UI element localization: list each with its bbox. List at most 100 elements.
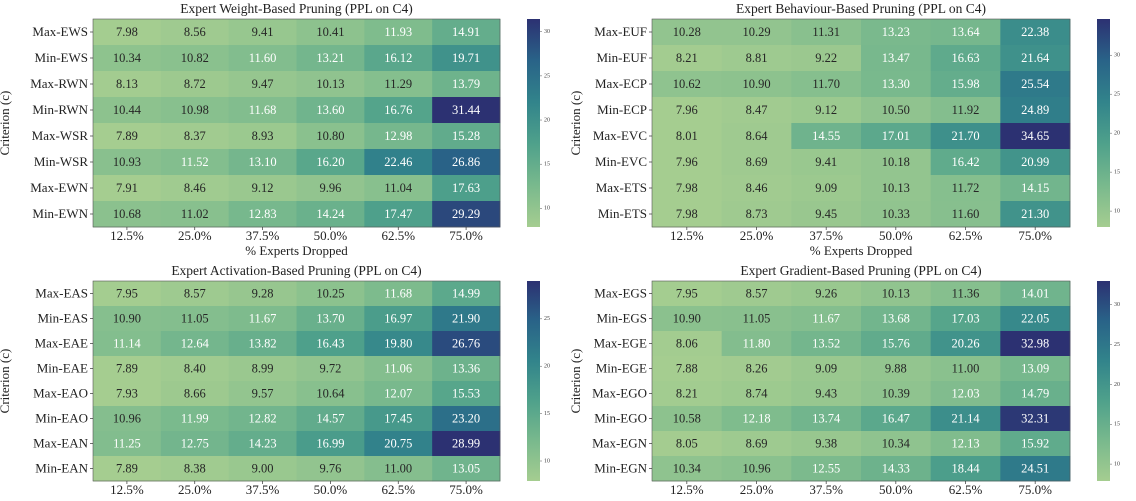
heatmap-cell: [364, 431, 433, 457]
x-tick-label: 62.5%: [949, 482, 983, 497]
heatmap-cell: [296, 456, 365, 482]
colorbar-tick-label: 10: [1114, 461, 1120, 467]
cell-label: 22.38: [1021, 25, 1049, 39]
cell-label: 13.47: [882, 51, 910, 65]
colorbar-tick-label: 30: [1114, 302, 1120, 308]
heatmap-cell: [721, 306, 792, 332]
x-axis-label: % Experts Dropped: [245, 243, 348, 258]
heatmap-cell: [1000, 123, 1071, 150]
heatmap-cell: [930, 175, 1001, 202]
cell-label: 24.89: [1021, 103, 1049, 117]
cell-label: 11.04: [384, 181, 412, 195]
heatmap-cell: [721, 331, 792, 357]
cell-label: 11.14: [113, 336, 141, 350]
cell-label: 8.46: [746, 181, 768, 195]
cell-label: 12.64: [181, 336, 210, 350]
heatmap-cell: [432, 97, 501, 124]
heatmap-cell: [432, 331, 501, 357]
heatmap-cell: [93, 331, 162, 357]
colorbar-tick-label: 10: [544, 206, 550, 212]
heatmap-cell: [791, 356, 862, 382]
heatmap-cell: [652, 381, 723, 407]
cell-label: 11.72: [952, 181, 980, 195]
heatmap-cell: [930, 201, 1001, 228]
cell-label: 14.55: [812, 129, 840, 143]
heatmap-cell: [930, 123, 1001, 150]
colorbar-tick-label: 20: [1114, 131, 1120, 137]
heatmap-cell: [364, 45, 433, 72]
heatmap-cell: [930, 456, 1001, 482]
x-tick-label: 75.0%: [1018, 228, 1052, 243]
heatmap-cell: [160, 149, 230, 176]
heatmap-cell: [228, 175, 297, 202]
heatmap-cell: [160, 123, 230, 150]
cell-label: 25.54: [1021, 77, 1050, 91]
cell-label: 10.13: [882, 286, 910, 300]
cell-label: 11.99: [181, 411, 209, 425]
cell-label: 24.51: [1021, 461, 1049, 475]
y-tick-label: Max-EUF: [594, 24, 647, 39]
colorbar-tick-label: 15: [1114, 170, 1120, 176]
colorbar-tick-label: 15: [1114, 422, 1120, 428]
cell-label: 22.46: [384, 155, 412, 169]
y-tick-label: Min-ECP: [597, 102, 647, 117]
cell-label: 12.03: [951, 386, 979, 400]
cell-label: 9.41: [252, 25, 274, 39]
heatmap-cell: [160, 71, 230, 98]
cell-label: 10.33: [882, 207, 910, 221]
cell-label: 11.60: [952, 207, 980, 221]
cell-label: 9.00: [252, 461, 274, 475]
x-tick-label: 12.5%: [670, 482, 704, 497]
cell-label: 14.33: [882, 461, 910, 475]
colorbar: [527, 19, 540, 227]
heatmap-cell: [861, 175, 932, 202]
heatmap-cell: [861, 406, 932, 432]
heatmap-cell: [228, 331, 297, 357]
heatmap-cell: [160, 19, 230, 46]
cell-label: 16.63: [951, 51, 979, 65]
heatmap-cell: [228, 201, 297, 228]
y-tick-label: Max-RWN: [30, 76, 88, 91]
cell-label: 10.68: [113, 207, 141, 221]
heatmap-cell: [432, 381, 501, 407]
heatmap-cell: [432, 406, 501, 432]
x-tick-label: 62.5%: [381, 482, 415, 497]
cell-label: 8.21: [676, 386, 698, 400]
y-axis-label: Criterion (c): [0, 91, 12, 156]
cell-label: 8.38: [184, 461, 206, 475]
chart-title: Expert Weight-Based Pruning (PPL on C4): [180, 1, 413, 16]
heatmap-cell: [228, 97, 297, 124]
heatmap-cell: [364, 71, 433, 98]
cell-label: 9.22: [815, 51, 837, 65]
cell-label: 7.89: [116, 461, 138, 475]
heatmap-cell: [93, 281, 162, 307]
heatmap-cell: [652, 71, 723, 98]
cell-label: 11.70: [812, 77, 840, 91]
heatmap-cell: [93, 175, 162, 202]
cell-label: 9.09: [815, 181, 837, 195]
cell-label: 11.67: [812, 311, 840, 325]
heatmap-cell: [1000, 431, 1071, 457]
cell-label: 11.02: [181, 207, 209, 221]
heatmap-cell: [364, 381, 433, 407]
heatmap-cell: [160, 97, 230, 124]
heatmap-cell: [228, 123, 297, 150]
cell-label: 14.01: [1021, 286, 1049, 300]
heatmap-cell: [652, 331, 723, 357]
heatmap-cell: [364, 356, 433, 382]
y-tick-label: Min-EWS: [35, 50, 88, 65]
heatmap-cell: [1000, 406, 1071, 432]
heatmap-cell: [93, 71, 162, 98]
cell-label: 12.82: [249, 411, 277, 425]
cell-label: 8.57: [746, 286, 768, 300]
x-tick-label: 37.5%: [246, 228, 280, 243]
cell-label: 17.01: [882, 129, 910, 143]
cell-label: 20.26: [951, 336, 979, 350]
heatmap-cell: [296, 381, 365, 407]
cell-label: 8.56: [184, 25, 206, 39]
cell-label: 10.41: [316, 25, 344, 39]
cell-label: 7.89: [116, 361, 138, 375]
colorbar-tick-label: 15: [544, 411, 550, 417]
heatmap-cell: [364, 306, 433, 332]
heatmap-cell: [791, 175, 862, 202]
